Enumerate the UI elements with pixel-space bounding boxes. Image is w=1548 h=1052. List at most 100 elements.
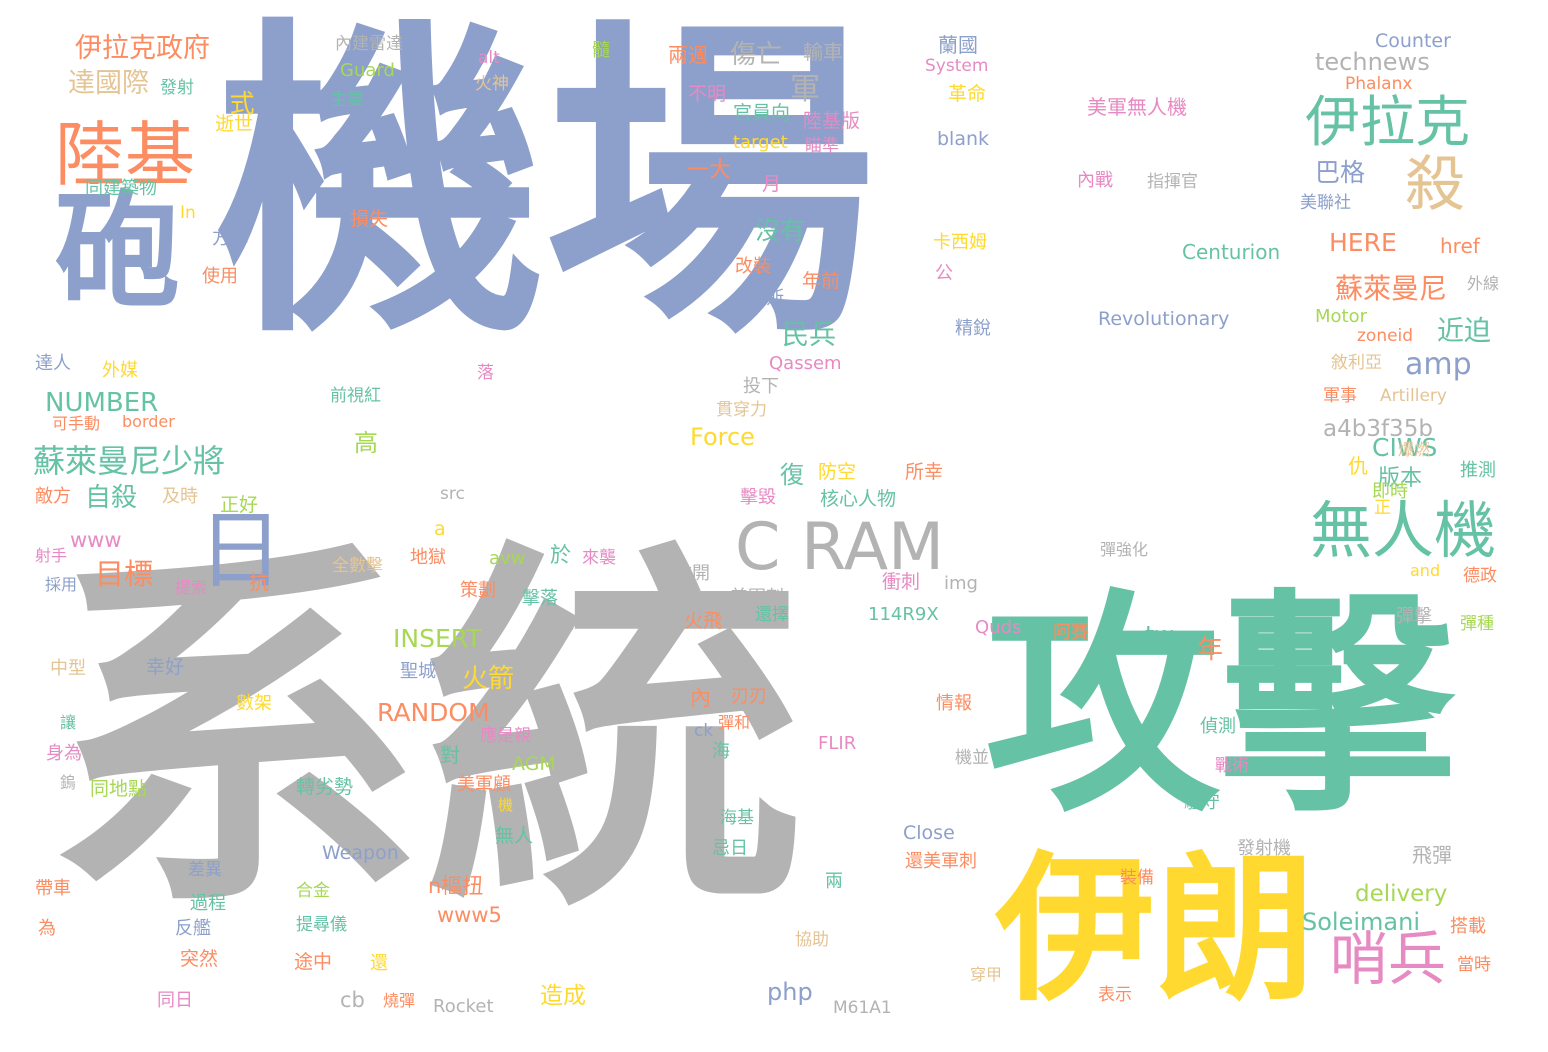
cloud-word: 地獄 <box>410 547 446 568</box>
cloud-word: 還擇 <box>755 605 789 625</box>
cloud-word: 革命 <box>948 83 987 105</box>
cloud-word: 殺 <box>1405 150 1465 220</box>
cloud-word: 提索 <box>175 578 208 597</box>
cloud-word: 瞄準 <box>805 136 839 156</box>
cloud-word: 抗 <box>249 570 269 594</box>
cloud-word: 數架 <box>236 693 272 714</box>
cloud-word: 軍 <box>790 72 820 107</box>
cloud-word: 外媒 <box>102 360 138 381</box>
cloud-word: 公 <box>935 263 953 284</box>
cloud-word: a4b3f35b <box>1323 416 1433 442</box>
cloud-word: 反艦 <box>175 918 211 939</box>
cloud-word: 自殺 <box>85 483 138 513</box>
cloud-word: Guard <box>340 60 395 81</box>
cloud-word: 及時 <box>162 486 198 507</box>
cloud-word: 帶車 <box>35 878 71 899</box>
cloud-word: 正 <box>1374 498 1391 518</box>
cloud-word: 射手 <box>35 546 68 565</box>
cloud-word: 逝世 <box>215 113 254 135</box>
cloud-word: 火箭 <box>462 664 515 694</box>
cloud-word: 伊拉克政府 <box>75 33 210 64</box>
cloud-word: 陸基版 <box>803 110 861 132</box>
cloud-word: border <box>122 412 175 431</box>
cloud-word: 無人機 <box>1310 494 1497 567</box>
cloud-word: 同建築物 <box>85 178 157 199</box>
cloud-word: 損失 <box>350 208 389 230</box>
cloud-word: Centurion <box>1182 240 1281 264</box>
cloud-word: 彈種 <box>1460 614 1494 634</box>
cloud-word: 輸車 <box>803 40 843 64</box>
cloud-word: 髓 <box>589 40 610 58</box>
cloud-word: 表示 <box>1098 985 1132 1005</box>
cloud-word: 穿甲 <box>970 965 1003 984</box>
cloud-word: 內 <box>690 686 711 710</box>
cloud-word: zoneid <box>1357 326 1414 346</box>
cloud-word: INSERT <box>393 624 482 653</box>
cloud-word: 伊拉克 <box>1305 90 1471 154</box>
cloud-word: 還美軍刺 <box>905 851 977 872</box>
cloud-word: 落 <box>477 363 494 383</box>
cloud-word: src <box>440 484 465 504</box>
cloud-word: 精銳 <box>955 318 991 339</box>
cloud-word: 協助 <box>795 930 829 950</box>
cloud-word: 使用 <box>202 266 238 287</box>
cloud-word: and <box>1410 561 1441 580</box>
cloud-word: 一大 <box>687 158 732 183</box>
cloud-word: 爆燃 <box>1398 440 1431 459</box>
cloud-word: 擊毀 <box>740 487 776 508</box>
cloud-word: 彈擊 <box>1396 606 1432 627</box>
cloud-word: www <box>70 528 122 552</box>
cloud-word: 還 <box>370 953 388 974</box>
cloud-word: 擊落 <box>522 588 558 609</box>
cloud-word: 沒有 <box>755 216 806 245</box>
cloud-word: C RAM <box>735 510 945 585</box>
cloud-word: 對 <box>440 743 460 767</box>
cloud-word: 忌日 <box>712 838 748 859</box>
cloud-word: 德政 <box>1463 566 1497 586</box>
cloud-word: 過程 <box>190 893 226 914</box>
cloud-word: 敘利亞 <box>1331 353 1382 373</box>
cloud-word: 造成 <box>540 983 586 1009</box>
cloud-word: avw <box>489 548 526 569</box>
cloud-word: 內建雷達 <box>335 34 403 54</box>
cloud-word: 無人 <box>495 825 534 847</box>
cloud-word: 蘭國 <box>938 33 978 57</box>
cloud-word: 敵方 <box>35 486 71 507</box>
cloud-word: 聖城 <box>400 661 436 682</box>
cloud-word: 當時 <box>1457 955 1491 975</box>
cloud-word: 目標 <box>95 557 154 591</box>
cloud-word: 彈強化 <box>1100 540 1149 559</box>
cloud-word: RANDOM <box>377 698 490 727</box>
cloud-word: 戰術 <box>1215 756 1249 776</box>
cloud-word: 美軍無人機 <box>1087 95 1187 119</box>
cloud-word: 駐守 <box>1184 792 1220 813</box>
cloud-word: 貫穿力 <box>716 400 767 420</box>
cloud-word: 伊朗 <box>995 836 1316 1023</box>
cloud-word: 兩 <box>825 871 843 892</box>
cloud-word: n樞扭 <box>428 874 484 898</box>
cloud-word: 為 <box>38 918 56 939</box>
cloud-word: 讓 <box>60 713 77 732</box>
cloud-word: 官員向 <box>733 102 791 124</box>
cloud-word: 日 <box>183 505 282 590</box>
cloud-word: Weapon <box>322 842 399 864</box>
cloud-word: Motor <box>1315 306 1368 327</box>
cloud-word: 所幸 <box>905 461 944 483</box>
cloud-word: 應是親 <box>480 726 531 746</box>
cloud-word: 傷亡 <box>730 40 783 70</box>
cloud-word: 外線 <box>1467 274 1500 293</box>
cloud-word: a <box>434 518 446 540</box>
cloud-word: M61A1 <box>833 998 892 1018</box>
cloud-word: 巴格 <box>1315 158 1366 187</box>
cloud-word: HERE <box>1329 228 1397 257</box>
cloud-word: 蘇萊曼尼 <box>1335 272 1448 305</box>
cloud-word: 燒彈 <box>383 991 416 1010</box>
cloud-word: 途中 <box>294 951 333 973</box>
cloud-word: 改裝 <box>735 256 771 277</box>
cloud-word: 達人 <box>35 353 71 374</box>
cloud-word: 採用 <box>45 575 78 594</box>
cloud-word: 砲 <box>55 180 180 325</box>
cloud-word: 來襲 <box>582 548 616 568</box>
cloud-word: 搭載 <box>1450 916 1486 937</box>
cloud-word: Artillery <box>1380 386 1447 406</box>
